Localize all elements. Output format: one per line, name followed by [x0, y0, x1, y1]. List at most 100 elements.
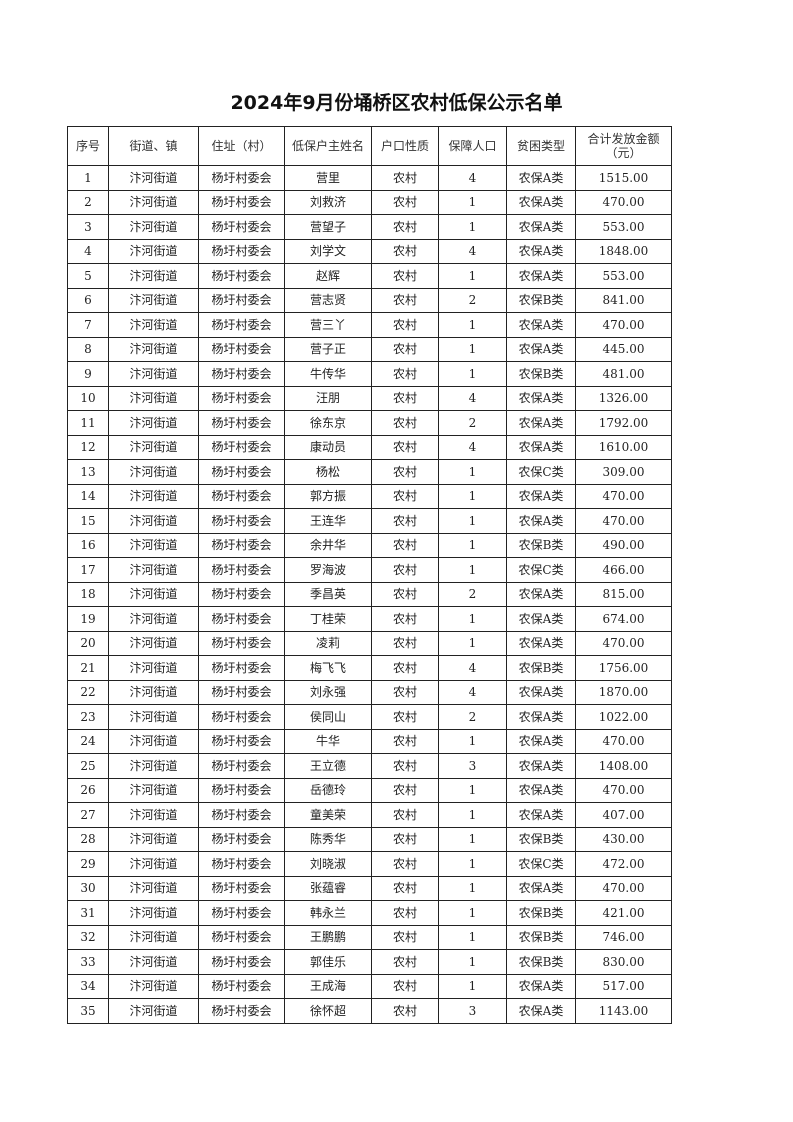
- col-covered-people-cell: 1: [438, 189, 507, 215]
- table-row: 21 汴河街道 杨圩村委会 梅飞飞 农村 4 农保B类 1756.00: [67, 655, 672, 681]
- col-address-cell: 杨圩村委会: [198, 655, 285, 681]
- col-index-cell: 18: [67, 581, 109, 607]
- col-poverty-type-cell: 农保A类: [506, 630, 576, 656]
- col-total-amount-cell: 470.00: [575, 630, 672, 656]
- col-household-head-cell: 王成海: [284, 973, 372, 999]
- col-poverty-type-cell: 农保A类: [506, 434, 576, 460]
- col-poverty-type-cell: 农保B类: [506, 287, 576, 313]
- col-street-cell: 汴河街道: [108, 949, 199, 975]
- table-row: 11 汴河街道 杨圩村委会 徐东京 农村 2 农保A类 1792.00: [67, 410, 672, 436]
- col-poverty-type-cell: 农保A类: [506, 508, 576, 534]
- col-household-head-cell: 刘永强: [284, 679, 372, 705]
- col-poverty-type-cell: 农保A类: [506, 483, 576, 509]
- col-covered-people-cell: 4: [438, 434, 507, 460]
- col-poverty-type-cell: 农保B类: [506, 361, 576, 387]
- col-poverty-type-cell: 农保A类: [506, 875, 576, 901]
- col-total-amount-cell: 470.00: [575, 875, 672, 901]
- col-address-cell: 杨圩村委会: [198, 238, 285, 264]
- col-poverty-type-cell: 农保A类: [506, 336, 576, 362]
- col-hukou-type-cell: 农村: [371, 826, 439, 852]
- col-total-amount-cell: 674.00: [575, 606, 672, 632]
- col-address-cell: 杨圩村委会: [198, 557, 285, 583]
- table-row: 3 汴河街道 杨圩村委会 营望子 农村 1 农保A类 553.00: [67, 214, 672, 240]
- col-hukou-type-cell: 农村: [371, 900, 439, 926]
- col-household-head-cell: 郭方振: [284, 483, 372, 509]
- col-street-cell: 汴河街道: [108, 434, 199, 460]
- table-row: 17 汴河街道 杨圩村委会 罗海波 农村 1 农保C类 466.00: [67, 557, 672, 583]
- col-address-cell: 杨圩村委会: [198, 410, 285, 436]
- table-row: 14 汴河街道 杨圩村委会 郭方振 农村 1 农保A类 470.00: [67, 483, 672, 509]
- table-row: 7 汴河街道 杨圩村委会 营三丫 农村 1 农保A类 470.00: [67, 312, 672, 338]
- table-row: 2 汴河街道 杨圩村委会 刘救济 农村 1 农保A类 470.00: [67, 189, 672, 215]
- col-poverty-type-cell: 农保B类: [506, 532, 576, 558]
- header-col-index: 序号: [67, 126, 109, 166]
- col-hukou-type-cell: 农村: [371, 630, 439, 656]
- col-hukou-type-cell: 农村: [371, 753, 439, 779]
- col-index-cell: 35: [67, 998, 109, 1024]
- col-address-cell: 杨圩村委会: [198, 189, 285, 215]
- col-hukou-type-cell: 农村: [371, 777, 439, 803]
- table-row: 8 汴河街道 杨圩村委会 营子正 农村 1 农保A类 445.00: [67, 336, 672, 362]
- col-total-amount-cell: 1870.00: [575, 679, 672, 705]
- col-hukou-type-cell: 农村: [371, 875, 439, 901]
- col-address-cell: 杨圩村委会: [198, 826, 285, 852]
- col-household-head-cell: 凌莉: [284, 630, 372, 656]
- table-row: 19 汴河街道 杨圩村委会 丁桂荣 农村 1 农保A类 674.00: [67, 606, 672, 632]
- col-street-cell: 汴河街道: [108, 655, 199, 681]
- page-title: 2024年9月份埇桥区农村低保公示名单: [230, 92, 563, 114]
- table-header-row: 序号 街道、镇 住址（村） 低保户主姓名 户口性质 保障人口 贫困类型 合计发放金额（元）: [67, 126, 672, 166]
- table-row: 27 汴河街道 杨圩村委会 童美荣 农村 1 农保A类 407.00: [67, 802, 672, 828]
- table-row: 9 汴河街道 杨圩村委会 牛传华 农村 1 农保B类 481.00: [67, 361, 672, 387]
- col-poverty-type-cell: 农保A类: [506, 753, 576, 779]
- table-row: 29 汴河街道 杨圩村委会 刘晓淑 农村 1 农保C类 472.00: [67, 851, 672, 877]
- table-row: 12 汴河街道 杨圩村委会 康动员 农村 4 农保A类 1610.00: [67, 434, 672, 460]
- col-household-head-cell: 营三丫: [284, 312, 372, 338]
- col-total-amount-cell: 1408.00: [575, 753, 672, 779]
- col-street-cell: 汴河街道: [108, 532, 199, 558]
- col-total-amount-cell: 1848.00: [575, 238, 672, 264]
- col-household-head-cell: 牛华: [284, 728, 372, 754]
- col-street-cell: 汴河街道: [108, 998, 199, 1024]
- header-col-hukou-type: 户口性质: [371, 126, 439, 166]
- col-household-head-cell: 刘学文: [284, 238, 372, 264]
- col-index-cell: 21: [67, 655, 109, 681]
- col-covered-people-cell: 2: [438, 410, 507, 436]
- col-household-head-cell: 季昌英: [284, 581, 372, 607]
- col-poverty-type-cell: 农保B类: [506, 900, 576, 926]
- col-address-cell: 杨圩村委会: [198, 728, 285, 754]
- col-household-head-cell: 王鹏鹏: [284, 924, 372, 950]
- table-row: 33 汴河街道 杨圩村委会 郭佳乐 农村 1 农保B类 830.00: [67, 949, 672, 975]
- col-index-cell: 19: [67, 606, 109, 632]
- col-street-cell: 汴河街道: [108, 630, 199, 656]
- col-poverty-type-cell: 农保A类: [506, 165, 576, 191]
- col-address-cell: 杨圩村委会: [198, 459, 285, 485]
- col-street-cell: 汴河街道: [108, 851, 199, 877]
- col-household-head-cell: 康动员: [284, 434, 372, 460]
- header-col-street: 街道、镇: [108, 126, 199, 166]
- col-street-cell: 汴河街道: [108, 483, 199, 509]
- col-address-cell: 杨圩村委会: [198, 263, 285, 289]
- col-index-cell: 10: [67, 385, 109, 411]
- col-index-cell: 3: [67, 214, 109, 240]
- col-index-cell: 30: [67, 875, 109, 901]
- col-address-cell: 杨圩村委会: [198, 998, 285, 1024]
- col-street-cell: 汴河街道: [108, 704, 199, 730]
- col-hukou-type-cell: 农村: [371, 924, 439, 950]
- col-poverty-type-cell: 农保A类: [506, 606, 576, 632]
- col-household-head-cell: 牛传华: [284, 361, 372, 387]
- col-street-cell: 汴河街道: [108, 336, 199, 362]
- col-covered-people-cell: 2: [438, 287, 507, 313]
- col-poverty-type-cell: 农保A类: [506, 998, 576, 1024]
- col-total-amount-cell: 421.00: [575, 900, 672, 926]
- col-household-head-cell: 侯同山: [284, 704, 372, 730]
- col-address-cell: 杨圩村委会: [198, 581, 285, 607]
- col-index-cell: 24: [67, 728, 109, 754]
- col-hukou-type-cell: 农村: [371, 165, 439, 191]
- col-total-amount-cell: 1610.00: [575, 434, 672, 460]
- table-row: 18 汴河街道 杨圩村委会 季昌英 农村 2 农保A类 815.00: [67, 581, 672, 607]
- col-hukou-type-cell: 农村: [371, 998, 439, 1024]
- col-poverty-type-cell: 农保B类: [506, 826, 576, 852]
- col-hukou-type-cell: 农村: [371, 802, 439, 828]
- table-row: 31 汴河街道 杨圩村委会 韩永兰 农村 1 农保B类 421.00: [67, 900, 672, 926]
- col-hukou-type-cell: 农村: [371, 483, 439, 509]
